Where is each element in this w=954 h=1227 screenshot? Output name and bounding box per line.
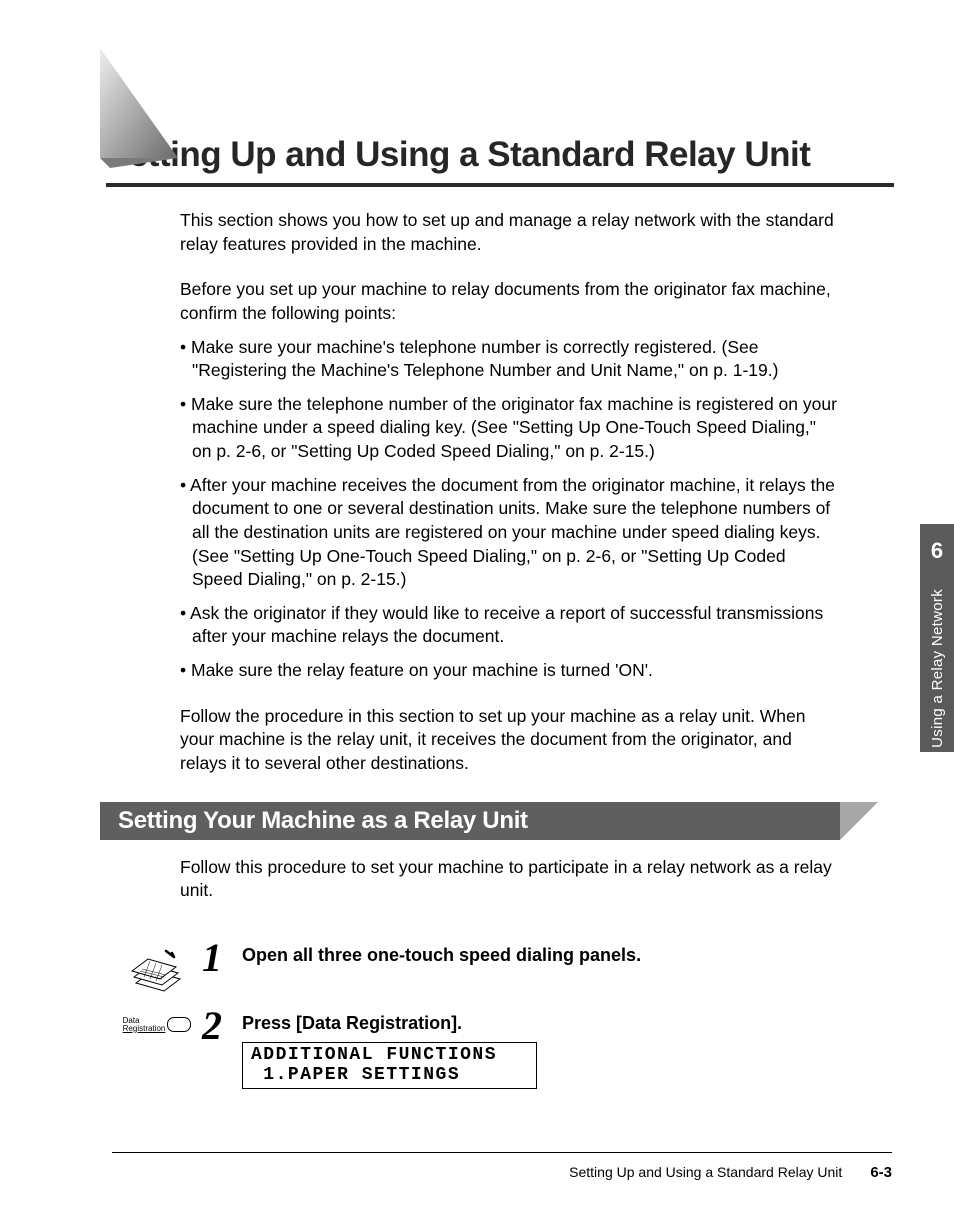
step-instruction: Press [Data Registration]. <box>242 1011 537 1034</box>
lcd-line-2: 1.PAPER SETTINGS <box>251 1066 528 1086</box>
chapter-number: 6 <box>931 538 943 564</box>
page-footer: Setting Up and Using a Standard Relay Un… <box>569 1164 892 1181</box>
footer-rule <box>112 1152 892 1154</box>
speed-dial-panel-icon <box>128 943 186 993</box>
after-bullets-paragraph: Follow the procedure in this section to … <box>180 705 839 776</box>
section-title: Setting Your Machine as a Relay Unit <box>118 807 528 835</box>
checklist-item: After your machine receives the document… <box>180 474 839 592</box>
checklist: Make sure your machine's telephone numbe… <box>180 336 839 683</box>
chapter-name: Using a Relay Network <box>929 589 946 748</box>
checklist-item: Make sure your machine's telephone numbe… <box>180 336 839 383</box>
lcd-line-1: ADDITIONAL FUNCTIONS <box>251 1046 528 1066</box>
section-intro: Follow this procedure to set your machin… <box>180 856 839 903</box>
footer-page-number: 6-3 <box>870 1164 892 1181</box>
intro-paragraph-2: Before you set up your machine to relay … <box>180 278 839 325</box>
data-registration-button-icon: Data Registration <box>123 1017 192 1033</box>
checklist-item: Ask the originator if they would like to… <box>180 602 839 649</box>
step-2-row: Data Registration 2 Press [Data Registra… <box>112 1011 894 1090</box>
button-shape-icon <box>167 1017 191 1032</box>
section-header-bar: Setting Your Machine as a Relay Unit <box>100 802 894 840</box>
step-1-row: 1 Open all three one-touch speed dialing… <box>112 943 894 993</box>
lcd-display: ADDITIONAL FUNCTIONS 1.PAPER SETTINGS <box>242 1042 537 1090</box>
chapter-side-tab: 6 Using a Relay Network <box>920 524 954 752</box>
button-label-line2: Registration <box>123 1024 166 1033</box>
step-instruction: Open all three one-touch speed dialing p… <box>242 943 641 966</box>
checklist-item: Make sure the relay feature on your mach… <box>180 659 839 683</box>
step-number: 2 <box>202 1006 242 1046</box>
page-title: Setting Up and Using a Standard Relay Un… <box>106 135 894 187</box>
checklist-item: Make sure the telephone number of the or… <box>180 393 839 464</box>
footer-title: Setting Up and Using a Standard Relay Un… <box>569 1164 842 1180</box>
intro-paragraph-1: This section shows you how to set up and… <box>180 209 839 256</box>
step-number: 1 <box>202 938 242 978</box>
